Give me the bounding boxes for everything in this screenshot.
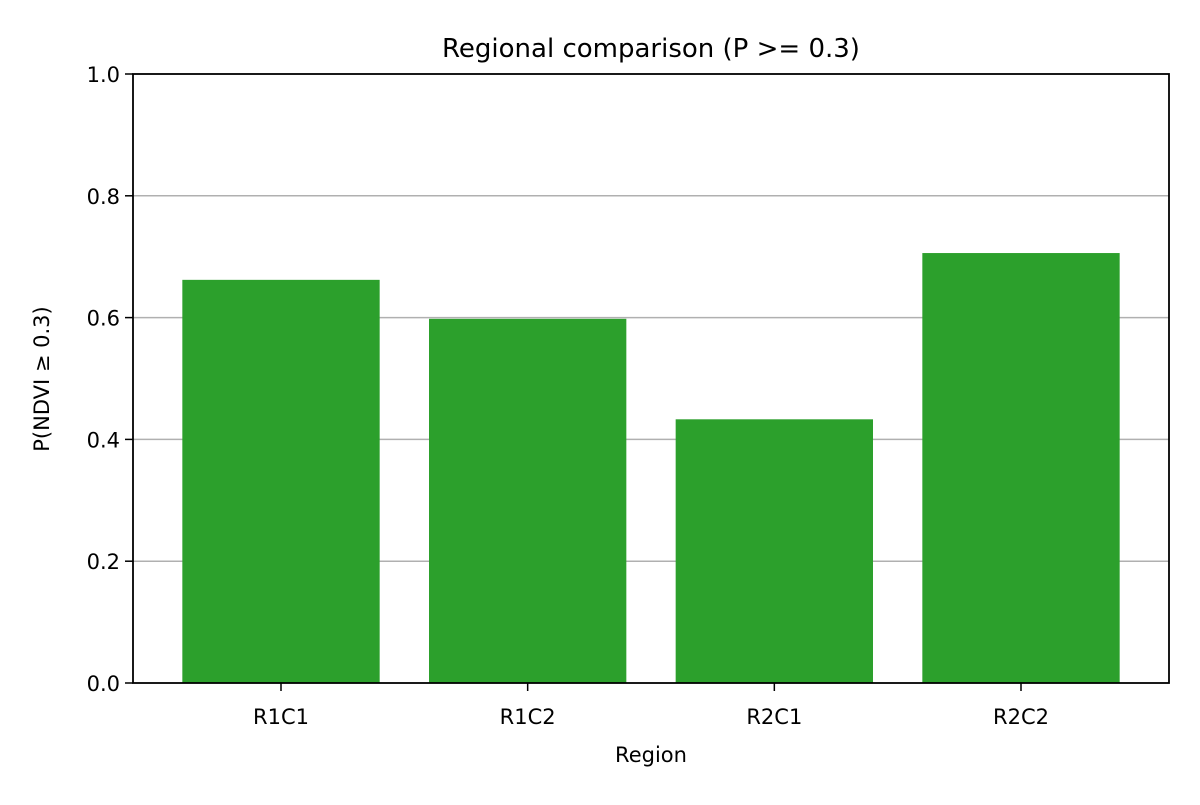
chart-title: Regional comparison (P >= 0.3) [442,34,860,64]
y-tick-label: 0.0 [87,672,120,696]
bar-r2c2 [922,253,1120,683]
bars [182,253,1120,683]
x-tick-label: R1C1 [253,705,309,729]
axes [125,73,1170,691]
bar-r1c2 [429,318,627,683]
y-tick-label: 1.0 [87,63,120,87]
bar-r2c1 [675,419,873,683]
bar-r1c1 [182,279,380,683]
y-tick-label: 0.4 [87,428,120,452]
x-tick-label: R2C2 [993,705,1049,729]
y-axis-label: P(NDVI ≥ 0.3) [30,306,54,451]
y-tick-label: 0.6 [87,307,120,331]
x-axis-label: Region [615,743,687,767]
y-tick-label: 0.8 [87,185,120,209]
y-tick-label: 0.2 [87,550,120,574]
tick-labels: 0.0 0.2 0.4 0.6 0.8 1.0 R1C1 R1C2 R2C1 R2C2 [87,63,1049,729]
x-tick-label: R1C2 [500,705,556,729]
x-tick-label: R2C1 [746,705,802,729]
plot-frame [132,73,1170,684]
